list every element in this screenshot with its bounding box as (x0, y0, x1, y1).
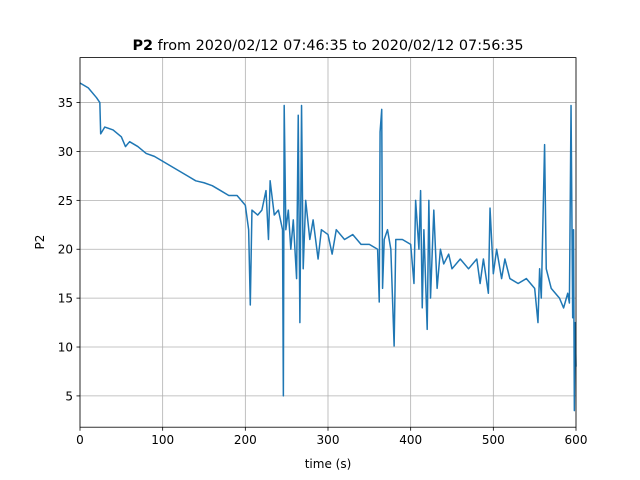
y-tick-label: 10 (58, 341, 73, 355)
y-tick-label: 35 (58, 96, 73, 110)
data-line (79, 82, 577, 412)
title-text: from 2020/02/12 07:46:35 to 2020/02/12 0… (158, 38, 524, 54)
y-axis-label: P2 (33, 235, 47, 250)
x-tick-label: 0 (76, 433, 84, 447)
y-tick-label: 5 (65, 389, 73, 403)
y-tick-label: 30 (58, 145, 73, 159)
title-bold: P2 (132, 38, 153, 54)
plot-frame (79, 57, 577, 428)
x-tick-label: 300 (317, 433, 340, 447)
y-tick-label: 15 (58, 292, 73, 306)
y-tick-label: 20 (58, 243, 73, 257)
x-tick-label: 500 (482, 433, 505, 447)
x-axis-label: time (s) (305, 457, 352, 471)
x-tick-label: 600 (565, 433, 588, 447)
x-tick-label: 100 (151, 433, 174, 447)
chart-title: P2 from 2020/02/12 07:46:35 to 2020/02/1… (132, 38, 523, 54)
x-tick-label: 400 (399, 433, 422, 447)
y-tick-label: 25 (58, 194, 73, 208)
x-tick-label: 200 (234, 433, 257, 447)
